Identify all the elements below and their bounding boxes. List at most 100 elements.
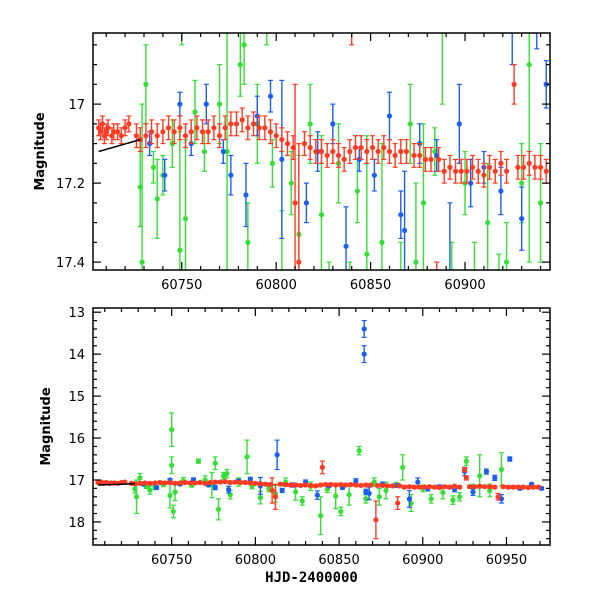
data-point-red: [182, 479, 188, 486]
data-point-red: [411, 143, 417, 168]
data-point-red: [212, 479, 218, 485]
data-point-red: [167, 479, 173, 486]
data-point-green: [413, 182, 419, 270]
marker: [526, 160, 532, 166]
marker: [233, 121, 240, 127]
data-point-red: [343, 482, 349, 488]
marker: [398, 212, 404, 218]
marker: [385, 483, 391, 489]
marker: [526, 62, 532, 68]
marker: [446, 484, 453, 490]
data-point-green: [503, 222, 510, 270]
data-point-red: [197, 479, 203, 486]
data-point-red: [390, 483, 396, 489]
data-point-red: [477, 483, 483, 489]
data-point-green: [439, 33, 445, 105]
marker: [520, 164, 527, 170]
marker: [451, 483, 458, 489]
data-point-green: [241, 33, 247, 85]
data-point-red: [233, 111, 240, 137]
marker: [307, 121, 313, 127]
marker: [177, 101, 183, 107]
data-point-green: [147, 485, 153, 495]
data-point-red: [426, 484, 433, 490]
data-point-red: [133, 123, 140, 149]
marker: [318, 513, 324, 519]
marker: [470, 489, 476, 495]
marker: [111, 129, 117, 135]
data-point-red: [297, 482, 304, 489]
data-point-blue: [398, 190, 404, 239]
marker: [525, 484, 531, 491]
marker: [356, 448, 362, 454]
marker: [457, 494, 463, 500]
x-axis-label: HJD-2400000: [265, 570, 358, 586]
y-axis-label: Magnitude: [33, 112, 48, 191]
data-point-red: [352, 135, 359, 160]
marker: [520, 484, 526, 490]
data-point-red: [187, 480, 193, 486]
data-point-green: [143, 44, 149, 125]
data-point-red: [416, 484, 423, 490]
marker: [152, 480, 158, 486]
marker: [222, 479, 228, 485]
data-point-green: [347, 261, 353, 270]
marker: [162, 172, 168, 178]
data-point-red: [165, 115, 172, 141]
data-point-red: [148, 119, 155, 145]
marker: [157, 479, 163, 486]
marker: [369, 144, 376, 151]
marker: [492, 484, 498, 490]
data-point-red: [392, 143, 398, 168]
data-point-red: [245, 115, 251, 141]
marker: [224, 148, 230, 155]
marker: [160, 129, 166, 135]
marker: [245, 239, 251, 245]
data-point-green: [299, 496, 305, 506]
marker: [242, 479, 248, 486]
data-point-red: [126, 115, 132, 133]
data-point-red: [406, 484, 412, 490]
marker: [441, 484, 448, 490]
data-point-red: [395, 496, 401, 510]
marker: [212, 484, 218, 491]
data-point-red: [222, 479, 228, 485]
data-point-blue: [203, 83, 209, 125]
marker: [282, 481, 289, 488]
data-point-blue: [361, 319, 367, 338]
marker: [371, 172, 377, 178]
data-point-red: [211, 115, 217, 141]
data-point-green: [139, 103, 145, 270]
marker: [511, 81, 517, 87]
data-point-red: [452, 158, 459, 184]
marker: [422, 156, 428, 162]
x-tick-label: 60950: [486, 553, 527, 568]
data-point-green: [150, 150, 157, 184]
data-point-red: [505, 484, 511, 490]
marker: [343, 482, 349, 488]
marker: [338, 508, 344, 515]
data-point-red: [256, 115, 262, 141]
data-point-blue: [154, 484, 160, 491]
data-point-green: [244, 439, 250, 475]
marker: [475, 168, 481, 174]
marker: [303, 200, 309, 206]
marker: [472, 484, 478, 490]
data-point-red: [284, 131, 291, 157]
marker: [428, 156, 434, 162]
marker: [182, 479, 188, 486]
data-point-green: [195, 458, 202, 464]
x-tick-label: 60850: [350, 278, 391, 293]
marker: [154, 196, 160, 202]
marker: [411, 484, 418, 490]
marker: [352, 144, 359, 151]
marker: [143, 133, 149, 139]
marker: [401, 227, 408, 234]
data-point-red: [202, 480, 208, 486]
marker: [247, 480, 253, 486]
marker: [192, 480, 198, 486]
marker: [537, 200, 544, 206]
y-tick-label: 17.4: [56, 256, 85, 271]
data-point-green: [167, 482, 173, 509]
